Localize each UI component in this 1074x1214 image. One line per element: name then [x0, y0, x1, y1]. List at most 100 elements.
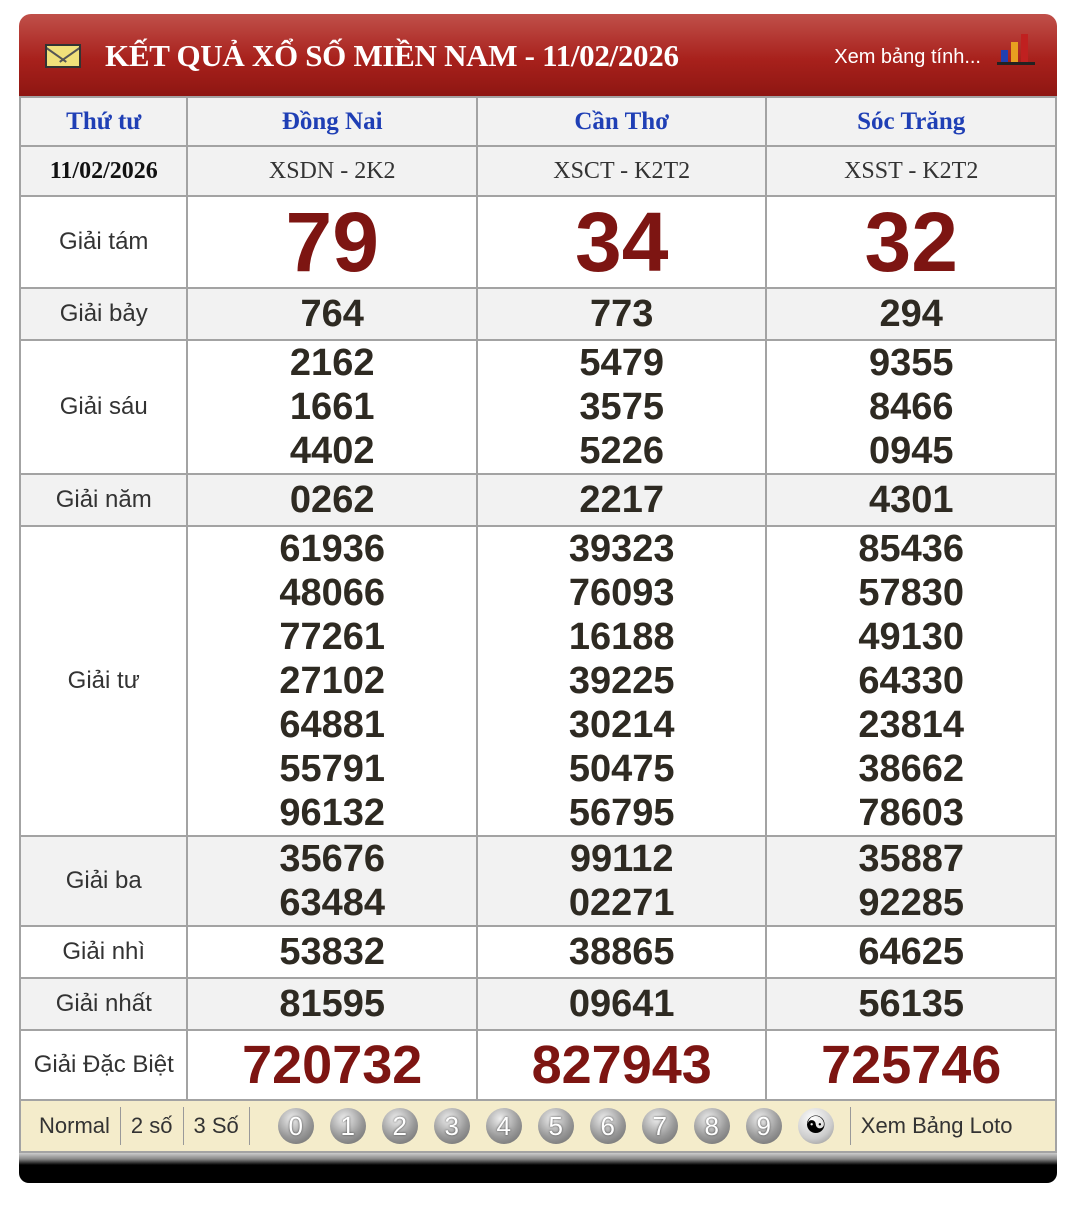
winning-number: 92285 [858, 882, 965, 924]
winning-number: 56135 [858, 983, 965, 1025]
prize-cell: 4301 [765, 473, 1057, 527]
digit-ball-button[interactable]: 0 [277, 1108, 314, 1144]
prize-cell: 294 [765, 287, 1057, 341]
winning-number: 38662 [858, 748, 965, 790]
winning-number: 2162 [289, 342, 375, 384]
winning-number: 827943 [531, 1035, 712, 1095]
prize-row: Giải năm 0262 2217 4301 [18, 473, 1057, 527]
digit-ball-button[interactable]: 1 [329, 1108, 366, 1144]
winning-number: 27102 [279, 660, 386, 702]
draw-date: 11/02/2026 [18, 145, 189, 197]
prize-cell: 85436 57830 49130 64330 23814 38662 78603 [765, 525, 1057, 837]
winning-number: 30214 [568, 704, 675, 746]
prize-cell: 773 [475, 287, 768, 341]
winning-number: 77261 [279, 616, 386, 658]
winning-number: 35676 [279, 838, 386, 880]
prize-label: Giải tám [18, 195, 189, 289]
yin-yang-icon[interactable]: ☯ [797, 1108, 834, 1144]
prize-row: Giải nhì 53832 38865 64625 [18, 925, 1057, 979]
prize-row: Giải tám 79 34 32 [18, 195, 1057, 289]
prize-label: Giải nhất [18, 977, 189, 1031]
envelope-icon [45, 44, 81, 68]
winning-number: 764 [300, 293, 364, 335]
winning-number: 78603 [858, 792, 965, 834]
winning-number: 9355 [868, 342, 954, 384]
prize-cell: 32 [765, 195, 1057, 289]
digit-ball-button[interactable]: 3 [433, 1108, 470, 1144]
winning-number: 64330 [858, 660, 965, 702]
winning-number: 23814 [858, 704, 965, 746]
winning-number: 0262 [289, 479, 375, 521]
results-panel: KẾT QUẢ XỔ SỐ MIỀN NAM - 11/02/2026 Xem … [18, 14, 1057, 1183]
prize-cell: 2162 1661 4402 [186, 339, 478, 475]
prize-label: Giải năm [18, 473, 189, 527]
digit-ball-button[interactable]: 9 [745, 1108, 782, 1144]
winning-number: 55791 [279, 748, 386, 790]
winning-number: 2217 [579, 479, 664, 521]
winning-number: 76093 [568, 572, 675, 614]
winning-number: 57830 [858, 572, 965, 614]
prize-row: Giải Đặc Biệt 720732 827943 725746 [18, 1029, 1057, 1101]
view-stats-link[interactable]: Xem bảng tính... [834, 46, 981, 68]
panel-bottom-bar [19, 1153, 1057, 1183]
panel-header: KẾT QUẢ XỔ SỐ MIỀN NAM - 11/02/2026 Xem … [19, 14, 1057, 96]
prize-label: Giải nhì [18, 925, 189, 979]
province-link[interactable]: Cần Thơ [475, 96, 768, 147]
prize-cell: 9355 8466 0945 [765, 339, 1057, 475]
prize-cell: 2217 [475, 473, 768, 527]
prize-cell: 38865 [475, 925, 768, 979]
view-loto-link[interactable]: Xem Bảng Loto [860, 1113, 1013, 1138]
winning-number: 5479 [579, 342, 664, 384]
winning-number: 773 [590, 293, 654, 335]
winning-number: 61936 [279, 528, 386, 570]
mode-3-digit-button[interactable]: 3 Số [184, 1107, 250, 1145]
winning-number: 34 [574, 195, 669, 289]
prize-row: Giải tư 61936 48066 77261 27102 64881 55791 961… [18, 525, 1057, 837]
winning-number: 79 [285, 195, 379, 289]
prize-cell: 79 [186, 195, 478, 289]
digit-ball-button[interactable]: 7 [641, 1108, 678, 1144]
ticket-code: XSST - K2T2 [765, 145, 1057, 197]
winning-number: 09641 [568, 983, 675, 1025]
winning-number: 53832 [279, 931, 386, 973]
winning-number: 4301 [868, 479, 954, 521]
mode-2-digit-button[interactable]: 2 số [121, 1107, 184, 1145]
prize-cell: 0262 [186, 473, 478, 527]
digit-ball-button[interactable]: 2 [381, 1108, 418, 1144]
winning-number: 96132 [279, 792, 386, 834]
winning-number: 0945 [868, 430, 954, 472]
mode-normal-button[interactable]: Normal [21, 1107, 121, 1145]
winning-number: 4402 [289, 430, 375, 472]
prize-cell: 827943 [475, 1029, 768, 1101]
prize-cell: 725746 [765, 1029, 1057, 1101]
prize-cell: 81595 [186, 977, 478, 1031]
page-title: KẾT QUẢ XỔ SỐ MIỀN NAM - 11/02/2026 [105, 38, 679, 73]
prize-label: Giải Đặc Biệt [18, 1029, 189, 1101]
prize-row: Giải bảy 764 773 294 [18, 287, 1057, 341]
digit-ball-button[interactable]: 4 [485, 1108, 522, 1144]
prize-cell: 720732 [186, 1029, 478, 1101]
winning-number: 99112 [569, 838, 674, 880]
winning-number: 63484 [279, 882, 386, 924]
weekday: Thứ tư [18, 96, 189, 147]
winning-number: 48066 [279, 572, 386, 614]
prize-cell: 39323 76093 16188 39225 30214 50475 56795 [475, 525, 768, 837]
prize-cell: 764 [186, 287, 478, 341]
winning-number: 725746 [821, 1035, 1002, 1095]
digit-filter: 0 1 2 3 4 5 6 7 8 9 ☯ [250, 1107, 851, 1145]
winning-number: 720732 [242, 1035, 423, 1095]
digit-ball-button[interactable]: 5 [537, 1108, 574, 1144]
bar-chart-icon[interactable] [997, 34, 1035, 65]
loto-toolbar: Normal 2 số 3 Số 0 1 2 3 4 5 6 7 8 9 ☯ Xem Bảng Lo… [19, 1101, 1057, 1153]
winning-number: 35887 [858, 838, 965, 880]
digit-ball-button[interactable]: 8 [693, 1108, 730, 1144]
digit-ball-button[interactable]: 6 [589, 1108, 626, 1144]
winning-number: 38865 [568, 931, 675, 973]
winning-number: 49130 [858, 616, 965, 658]
prize-cell: 34 [475, 195, 768, 289]
province-link[interactable]: Đồng Nai [186, 96, 478, 147]
province-link[interactable]: Sóc Trăng [765, 96, 1057, 147]
winning-number: 81595 [279, 983, 386, 1025]
winning-number: 3575 [579, 386, 664, 428]
ticket-code: XSCT - K2T2 [475, 145, 768, 197]
